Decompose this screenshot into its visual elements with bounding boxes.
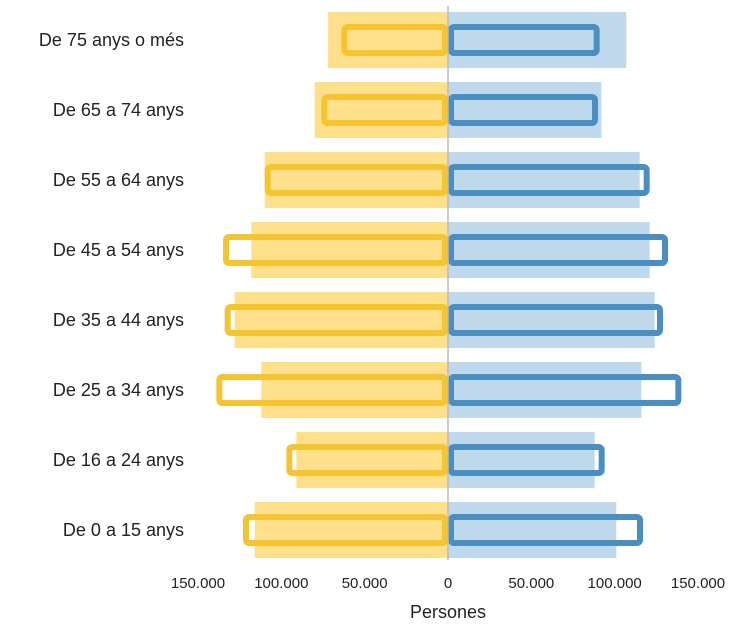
bars-group xyxy=(216,12,682,558)
left-outline-bar xyxy=(264,164,448,196)
right-outline-bar xyxy=(448,234,668,266)
category-label: De 55 a 64 anys xyxy=(53,170,184,190)
right-outline-bar xyxy=(448,24,600,56)
right-outline-bar xyxy=(448,514,643,546)
category-label: De 65 a 74 anys xyxy=(53,100,184,120)
right-outline-bar xyxy=(448,444,605,476)
right-outline-bar xyxy=(448,304,663,336)
left-outline-bar xyxy=(216,374,448,406)
left-filled-bar xyxy=(296,432,448,488)
left-outline-bar xyxy=(341,24,449,56)
right-filled-bar xyxy=(448,292,655,348)
left-filled-bar xyxy=(328,12,448,68)
left-outline-bar xyxy=(224,304,448,336)
x-tick-labels-group: 150.000 100.000 50.000 0 50.000 100.000 150.00… xyxy=(171,575,725,592)
x-axis-title: Persones xyxy=(410,602,486,622)
category-labels-group: De 75 anys o més De 65 a 74 anys De 55 a 6… xyxy=(39,30,184,540)
right-filled-bar xyxy=(448,432,595,488)
x-tick-label: 100.000 xyxy=(254,575,308,592)
left-outline-bar xyxy=(243,514,448,546)
left-filled-bar xyxy=(261,362,448,418)
left-filled-bar xyxy=(254,502,448,558)
x-tick-label: 150.000 xyxy=(671,575,725,592)
x-tick-label: 150.000 xyxy=(171,575,225,592)
category-label: De 25 a 34 anys xyxy=(53,380,184,400)
category-label: De 16 a 24 anys xyxy=(53,450,184,470)
left-filled-bar xyxy=(234,292,448,348)
right-filled-bar xyxy=(448,502,617,558)
right-outline-bar xyxy=(448,94,598,126)
left-outline-bar xyxy=(321,94,449,126)
category-label: De 75 anys o més xyxy=(39,30,184,50)
right-filled-bar xyxy=(448,222,650,278)
right-filled-bar xyxy=(448,362,642,418)
category-label: De 45 a 54 anys xyxy=(53,240,184,260)
x-tick-label: 50.000 xyxy=(508,575,554,592)
left-outline-bar xyxy=(223,234,448,266)
right-filled-bar xyxy=(448,152,640,208)
x-tick-label: 50.000 xyxy=(342,575,388,592)
x-tick-label: 100.000 xyxy=(588,575,642,592)
category-label: De 35 a 44 anys xyxy=(53,310,184,330)
left-outline-bar xyxy=(286,444,449,476)
left-filled-bar xyxy=(314,82,448,138)
x-tick-label: 0 xyxy=(444,575,452,592)
right-filled-bar xyxy=(448,82,602,138)
left-filled-bar xyxy=(264,152,448,208)
right-outline-bar xyxy=(448,164,650,196)
right-outline-bar xyxy=(448,374,682,406)
category-label: De 0 a 15 anys xyxy=(63,520,184,540)
left-filled-bar xyxy=(251,222,448,278)
